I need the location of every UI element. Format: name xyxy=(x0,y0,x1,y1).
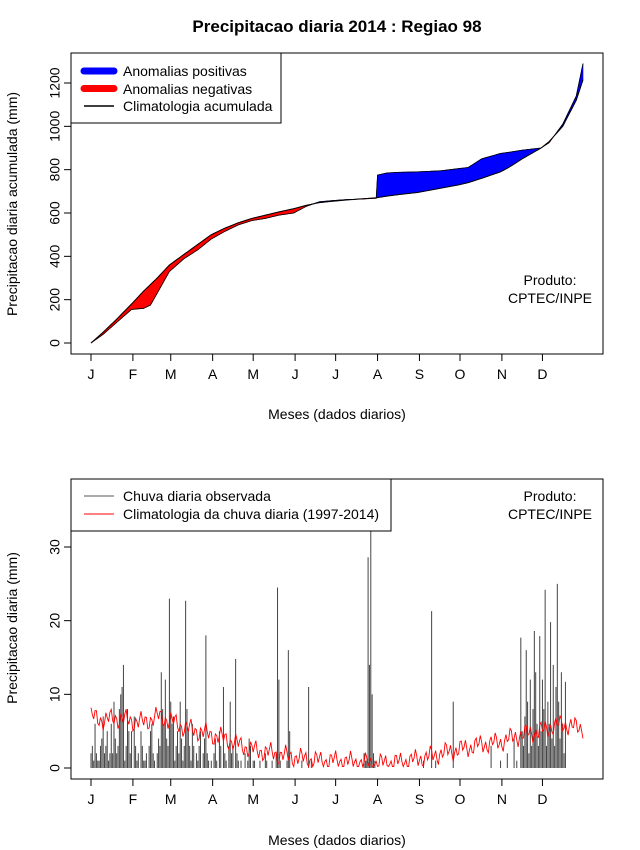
x-tick-label-7: J xyxy=(332,791,339,807)
top-legend: Anomalias positivas Anomalias negativas … xyxy=(70,52,282,124)
top-chart-title: Precipitacao diaria 2014 : Regiao 98 xyxy=(192,17,481,36)
bottom-climatology-line xyxy=(90,707,584,769)
x-tick-label-7: J xyxy=(332,366,339,382)
y-tick-label: 0 xyxy=(47,339,63,347)
top-x-axis-label: Meses (dados diarios) xyxy=(268,406,406,422)
bottom-panel: 0 10 20 30 J F M A M J J A S O N D Meses (dados diario… xyxy=(4,478,604,848)
y-tick-label: 200 xyxy=(47,288,63,312)
y-tick-label: 30 xyxy=(47,539,63,555)
y-tick-label: 20 xyxy=(47,613,63,629)
x-tick-label-3: M xyxy=(165,791,177,807)
x-tick-label-9: S xyxy=(415,791,424,807)
top-product-name: CPTEC/INPE xyxy=(508,290,592,306)
x-tick-label-2: F xyxy=(129,791,138,807)
top-product-label: Produto: xyxy=(524,272,577,288)
legend-label-climatology: Climatologia acumulada xyxy=(123,98,273,114)
x-tick-label-8: A xyxy=(373,366,383,382)
x-tick-label-8: A xyxy=(373,791,383,807)
top-y-axis: 0 200 400 600 800 1000 1200 xyxy=(47,67,72,347)
x-tick-label-5: M xyxy=(247,791,259,807)
bottom-product-label: Produto: xyxy=(524,488,577,504)
bottom-legend-box xyxy=(70,478,392,532)
x-tick-label-6: J xyxy=(292,366,299,382)
legend-label-observed: Chuva diaria observada xyxy=(123,488,271,504)
x-tick-label-1: J xyxy=(88,366,95,382)
y-tick-label: 10 xyxy=(47,686,63,702)
x-tick-label-2: F xyxy=(129,366,138,382)
y-tick-label: 0 xyxy=(47,764,63,772)
x-tick-label-12: D xyxy=(537,791,547,807)
bottom-y-axis-label: Precipitacao diaria (mm) xyxy=(4,552,20,704)
top-climatology-line xyxy=(90,79,584,344)
x-tick-label-1: J xyxy=(88,791,95,807)
x-tick-label-12: D xyxy=(537,366,547,382)
x-tick-label-4: A xyxy=(208,366,218,382)
y-tick-label: 800 xyxy=(47,158,63,182)
bottom-x-axis-label: Meses (dados diarios) xyxy=(268,832,406,848)
x-tick-label-4: A xyxy=(208,791,218,807)
y-tick-label: 400 xyxy=(47,244,63,268)
x-tick-label-10: O xyxy=(455,791,466,807)
bottom-legend: Chuva diaria observada Climatologia da c… xyxy=(70,478,392,532)
x-tick-label-6: J xyxy=(292,791,299,807)
y-tick-label: 1200 xyxy=(47,67,63,98)
top-observed-line xyxy=(90,63,584,344)
x-tick-label-5: M xyxy=(247,366,259,382)
top-y-axis-label: Precipitacao diaria acumulada (mm) xyxy=(4,92,20,316)
top-panel: Precipitacao diaria 2014 : Regiao 98 0 20… xyxy=(4,17,604,422)
y-tick-label: 1000 xyxy=(47,111,63,142)
x-tick-label-10: O xyxy=(455,366,466,382)
y-tick-label: 600 xyxy=(47,201,63,225)
x-tick-label-11: N xyxy=(497,366,507,382)
legend-label-daily-climatology: Climatologia da chuva diaria (1997-2014) xyxy=(123,506,379,522)
x-tick-label-3: M xyxy=(165,366,177,382)
legend-label-negative: Anomalias negativas xyxy=(123,81,252,97)
bottom-product-name: CPTEC/INPE xyxy=(508,506,592,522)
x-tick-label-11: N xyxy=(497,791,507,807)
x-tick-label-9: S xyxy=(415,366,424,382)
bottom-daily-bars xyxy=(90,510,566,768)
bottom-y-axis: 0 10 20 30 xyxy=(47,539,72,772)
legend-label-positive: Anomalias positivas xyxy=(123,63,247,79)
